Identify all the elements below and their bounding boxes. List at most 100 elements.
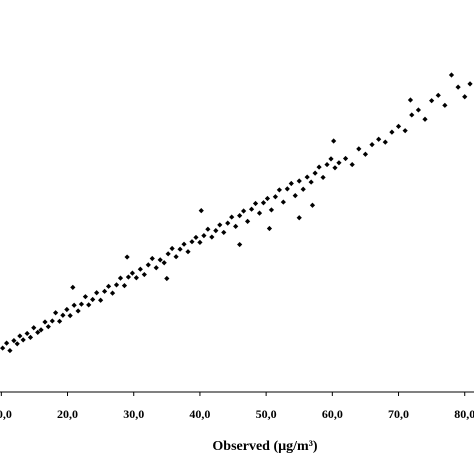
- point: [181, 241, 187, 247]
- point: [185, 249, 191, 255]
- point: [165, 251, 171, 257]
- point: [308, 179, 314, 185]
- point: [221, 229, 227, 236]
- point: [349, 161, 355, 168]
- point: [467, 81, 473, 87]
- point: [256, 210, 263, 216]
- point: [70, 284, 76, 290]
- point: [121, 283, 128, 289]
- point: [161, 260, 167, 266]
- point: [24, 330, 30, 337]
- point: [164, 275, 170, 282]
- point: [248, 206, 255, 212]
- point: [145, 262, 151, 268]
- point: [56, 318, 63, 324]
- point: [153, 265, 159, 271]
- x-tick-label: 70,0: [388, 407, 409, 421]
- point: [402, 128, 408, 134]
- point: [133, 275, 139, 281]
- x-tick-label: 10,0: [0, 407, 12, 421]
- point: [304, 174, 310, 180]
- point: [197, 239, 203, 246]
- point: [60, 312, 66, 318]
- point: [86, 302, 92, 308]
- point: [237, 213, 243, 219]
- point: [35, 329, 41, 335]
- point: [141, 271, 147, 278]
- point: [331, 138, 337, 144]
- point: [177, 246, 183, 252]
- point: [38, 327, 44, 333]
- point: [409, 112, 415, 118]
- point: [324, 161, 330, 168]
- point: [7, 347, 13, 354]
- point: [105, 283, 112, 289]
- point: [422, 116, 428, 122]
- point: [272, 194, 278, 200]
- point: [82, 294, 88, 300]
- point: [90, 296, 96, 303]
- point: [193, 234, 199, 241]
- point: [376, 136, 382, 142]
- point: [229, 214, 235, 220]
- point: [328, 156, 334, 162]
- point: [288, 180, 294, 187]
- point: [137, 266, 143, 272]
- point: [205, 226, 211, 232]
- point: [4, 340, 10, 346]
- x-tick-label: 80,0: [454, 407, 474, 421]
- point: [233, 223, 239, 229]
- point: [101, 288, 108, 294]
- point: [356, 146, 362, 152]
- point: [14, 341, 20, 347]
- point: [109, 290, 116, 296]
- point: [300, 186, 306, 192]
- point: [241, 208, 247, 214]
- point: [336, 160, 342, 166]
- point: [209, 234, 215, 240]
- point: [198, 208, 204, 214]
- point: [31, 325, 37, 331]
- point: [225, 220, 231, 226]
- point: [94, 290, 100, 296]
- point: [49, 318, 55, 324]
- point: [415, 107, 421, 113]
- point: [45, 324, 51, 330]
- point: [462, 94, 468, 100]
- point: [276, 187, 282, 193]
- point: [260, 200, 267, 206]
- point: [189, 239, 195, 245]
- point: [124, 254, 130, 260]
- x-axis-label: Observed (µg/m³): [212, 439, 318, 454]
- point: [296, 178, 302, 184]
- point: [64, 306, 70, 313]
- point: [309, 202, 316, 208]
- point: [407, 97, 414, 103]
- point: [125, 274, 132, 280]
- point: [75, 308, 81, 314]
- point: [252, 200, 259, 207]
- point: [11, 337, 17, 344]
- point: [149, 255, 155, 262]
- point: [213, 228, 219, 234]
- x-tick-label: 60,0: [322, 407, 343, 421]
- point: [169, 245, 175, 252]
- point: [0, 345, 6, 351]
- x-tick-label: 30,0: [123, 407, 144, 421]
- point: [382, 139, 388, 145]
- point: [455, 84, 461, 90]
- point: [369, 141, 375, 148]
- point: [264, 195, 271, 202]
- point: [362, 151, 369, 157]
- point: [78, 301, 85, 307]
- point: [389, 129, 395, 135]
- point: [217, 222, 223, 228]
- point: [266, 225, 273, 232]
- point: [395, 123, 402, 129]
- point: [320, 174, 326, 181]
- point: [448, 72, 455, 78]
- point: [244, 218, 251, 224]
- point: [292, 193, 298, 199]
- point: [268, 207, 275, 213]
- point: [17, 333, 23, 339]
